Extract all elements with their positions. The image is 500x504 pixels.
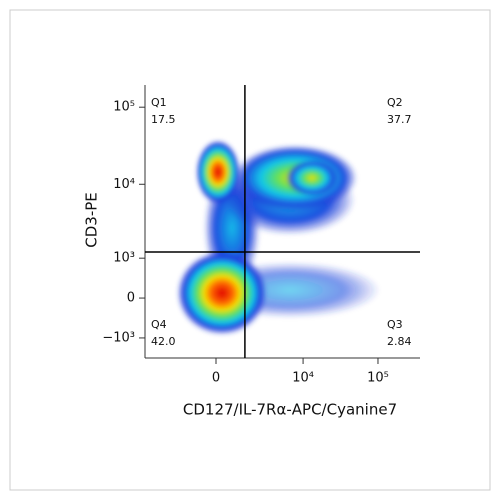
quadrant-percent: 17.5 xyxy=(151,113,176,126)
quadrant-name: Q4 xyxy=(151,318,167,331)
y-tick-label: 0 xyxy=(127,291,135,306)
density-cloud xyxy=(177,140,380,335)
x-tick-label: 10⁵ xyxy=(367,371,389,386)
quadrant-percent: 37.7 xyxy=(387,113,412,126)
y-tick-label: 10⁵ xyxy=(113,100,135,115)
quadrant-name: Q1 xyxy=(151,96,167,109)
quadrant-name: Q3 xyxy=(387,318,403,331)
x-tick-label: 0 xyxy=(212,371,220,386)
x-tick-label: 10⁴ xyxy=(292,371,314,386)
y-tick-label: 10⁴ xyxy=(113,177,135,192)
y-tick-label: 10³ xyxy=(113,251,135,266)
x-axis-label: CD127/IL-7Rα-APC/Cyanine7 xyxy=(183,401,397,419)
y-axis-label: CD3-PE xyxy=(83,192,101,248)
y-tick-label: −10³ xyxy=(102,330,135,345)
frame xyxy=(9,9,491,491)
quadrant-percent: 2.84 xyxy=(387,335,412,348)
quadrant-name: Q2 xyxy=(387,96,403,109)
quadrant-percent: 42.0 xyxy=(151,335,176,348)
